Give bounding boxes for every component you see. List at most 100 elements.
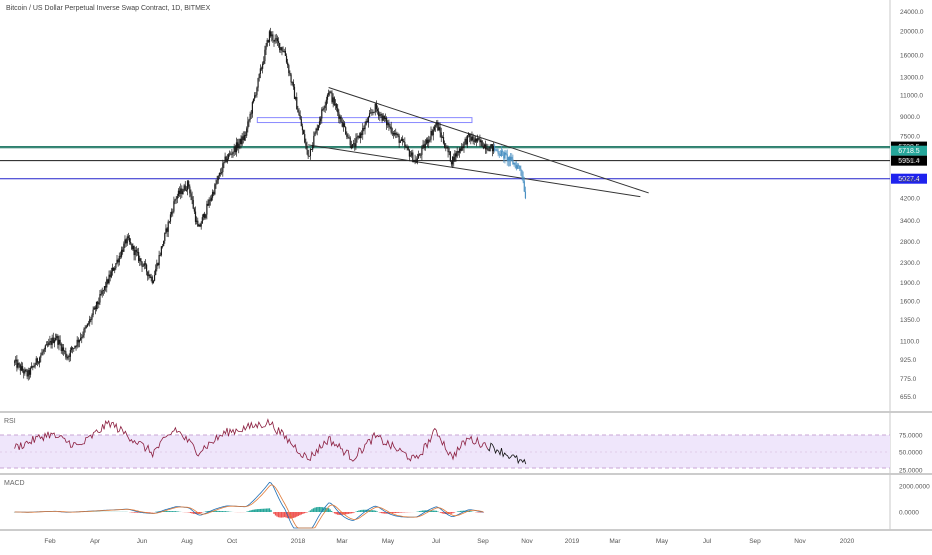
candle-body: [524, 181, 525, 191]
candle-body: [173, 201, 174, 211]
candle-body: [88, 323, 89, 324]
candle-body: [413, 160, 414, 162]
time-axis-tick-label: May: [656, 538, 669, 545]
candle-body: [66, 357, 67, 358]
candle-body: [185, 185, 186, 190]
macd-histogram-bar: [257, 509, 258, 512]
candle-body: [152, 277, 153, 283]
macd-histogram-bar: [337, 512, 338, 515]
candle-body: [488, 150, 489, 151]
candle-body: [174, 199, 175, 201]
candle-body: [52, 338, 53, 345]
candle-body: [235, 146, 236, 152]
candle-body: [261, 68, 262, 69]
candle-body: [102, 291, 103, 294]
candle-body: [355, 138, 356, 146]
candle-body: [194, 209, 195, 212]
candle-body: [334, 97, 335, 105]
candle-body: [103, 290, 104, 291]
macd-histogram-bar: [396, 512, 397, 513]
candle-body: [376, 104, 377, 109]
macd-histogram-bar: [419, 511, 420, 512]
candle-body: [131, 244, 132, 250]
candle-body: [202, 217, 203, 224]
candle-body: [483, 146, 484, 148]
price-axis-tick-label: 925.0: [900, 357, 917, 364]
candle-body: [436, 122, 437, 125]
candle-body: [39, 358, 40, 363]
candle-body: [94, 308, 95, 310]
candle-body: [189, 186, 190, 193]
macd-histogram-bar: [372, 510, 373, 512]
candle-body: [292, 82, 293, 83]
time-axis-tick-label: Apr: [90, 538, 101, 545]
candle-body: [14, 361, 15, 362]
price-axis-tick-label: 9000.0: [900, 114, 920, 121]
candle-body: [280, 47, 281, 50]
candle-body: [457, 151, 458, 156]
candle-body: [313, 136, 314, 145]
candle-body: [303, 130, 304, 134]
candle-body: [256, 88, 257, 95]
candle-body: [71, 348, 72, 351]
candle-body: [468, 134, 469, 136]
candle-body: [73, 348, 74, 349]
candle-body: [338, 112, 339, 118]
rsi-axis-tick-label: 50.0000: [899, 450, 923, 457]
macd-histogram-bar: [254, 510, 255, 512]
candle-body: [70, 350, 71, 357]
candle-body: [170, 214, 171, 221]
candle-body: [95, 308, 96, 310]
macd-histogram-bar: [258, 509, 259, 512]
candle-body: [499, 154, 500, 155]
candle-body: [236, 142, 237, 152]
candle-body: [387, 123, 388, 125]
candle-body: [384, 116, 385, 119]
macd-histogram-bar: [393, 512, 394, 513]
candle-body: [318, 125, 319, 130]
candle-body: [34, 365, 35, 367]
candle-body: [93, 310, 94, 315]
macd-histogram-bar: [293, 512, 294, 518]
macd-histogram-bar: [226, 511, 227, 512]
candle-body: [505, 153, 506, 155]
candle-body: [314, 133, 315, 136]
candle-body: [513, 163, 514, 164]
candle-body: [179, 191, 180, 194]
candle-body: [293, 82, 294, 87]
candle-body: [370, 112, 371, 113]
candle-body: [22, 366, 23, 370]
macd-histogram-bar: [135, 512, 136, 513]
macd-histogram-bar: [176, 511, 177, 512]
price-axis-tick-label: 1900.0: [900, 280, 920, 287]
candle-body: [32, 366, 33, 367]
candle-body: [417, 158, 418, 162]
candle-body: [90, 319, 91, 320]
macd-histogram-bar: [442, 512, 443, 513]
macd-histogram-bar: [167, 511, 168, 512]
candle-body: [350, 138, 351, 146]
candle-body: [21, 366, 22, 370]
candle-body: [367, 121, 368, 122]
candle-body: [519, 166, 520, 169]
candle-body: [119, 256, 120, 262]
candle-body: [463, 142, 464, 148]
macd-histogram-bar: [461, 511, 462, 512]
candle-body: [129, 238, 130, 242]
candle-body: [430, 131, 431, 140]
candle-body: [112, 268, 113, 272]
macd-histogram-bar: [452, 512, 453, 513]
price-axis-tick-label: 5000.0: [900, 177, 920, 184]
price-axis-tick-label: 4200.0: [900, 195, 920, 202]
candle-body: [40, 355, 41, 357]
candle-body: [360, 133, 361, 138]
candle-body: [169, 222, 170, 223]
candle-body: [487, 148, 488, 150]
candle-body: [392, 133, 393, 134]
candle-body: [128, 236, 129, 237]
candle-body: [181, 189, 182, 195]
macd-histogram-bar: [173, 511, 174, 512]
candle-body: [91, 315, 92, 320]
time-axis-tick-label: Sep: [749, 538, 761, 545]
macd-histogram-bar: [299, 512, 300, 515]
